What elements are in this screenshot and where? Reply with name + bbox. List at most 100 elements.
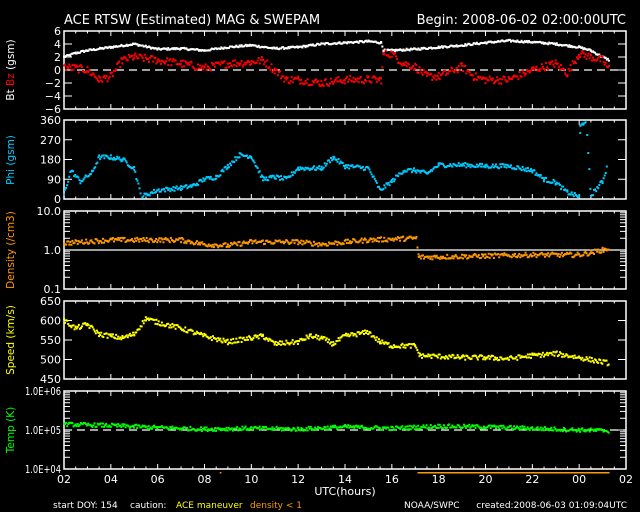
data-point [235,242,238,245]
data-point [223,427,226,430]
data-point [580,46,583,49]
data-point [133,57,136,60]
data-point [293,171,296,174]
data-point [478,427,481,430]
data-point [418,427,421,430]
data-point [426,47,429,50]
data-point [379,342,382,345]
data-point [491,354,494,357]
data-point [595,190,598,193]
data-point [180,185,183,188]
data-point [380,342,383,345]
data-point [597,57,600,60]
data-point [440,162,443,165]
data-point [329,342,332,345]
data-point [152,318,155,321]
data-point [531,170,534,173]
data-point [583,55,586,58]
data-point [477,43,480,46]
data-point [583,430,586,433]
data-point [96,79,99,82]
data-point [379,76,382,79]
data-point [239,428,242,431]
data-point [559,429,562,432]
data-point [483,253,486,256]
data-point [483,41,486,44]
data-point [373,336,376,339]
data-point [201,48,204,51]
data-point [254,44,257,47]
data-point [230,45,233,48]
data-point [324,42,327,45]
data-point [395,48,398,51]
data-point [318,83,321,86]
data-point [101,237,104,240]
data-point [508,38,511,41]
data-point [347,80,350,83]
data-point [152,188,155,191]
data-point [204,333,207,336]
data-point [172,58,175,61]
data-point [182,328,185,331]
data-point [261,239,264,242]
data-point [106,80,109,83]
data-point [447,46,450,49]
data-point [306,78,309,81]
caution-density-low: density < 1 [250,501,302,511]
data-point [432,167,435,170]
data-point [579,131,582,134]
data-point [250,60,253,63]
data-point [602,177,605,180]
data-point [548,352,551,355]
data-point [455,255,458,258]
data-point [502,424,505,427]
data-point [334,79,337,82]
data-point [109,154,112,157]
data-point [516,165,519,168]
data-point [479,256,482,259]
data-point [130,238,133,241]
data-point [225,168,228,171]
data-point [421,254,424,257]
data-point [139,426,142,429]
data-point [595,248,598,251]
data-point [400,425,403,428]
data-point [434,47,437,50]
data-point [517,78,520,81]
data-point [488,256,491,259]
data-point [129,55,132,58]
data-point [137,328,140,331]
data-point [489,77,492,80]
data-point [355,79,358,82]
data-point [479,426,482,429]
data-point [264,242,267,245]
data-point [523,253,526,256]
data-point [578,194,581,197]
data-point [301,243,304,246]
data-point [496,425,499,428]
data-point [459,62,462,65]
data-point [530,168,533,171]
data-point [366,40,369,43]
data-point [603,247,606,250]
data-point [591,359,594,362]
data-point [585,356,588,359]
data-point [339,78,342,81]
data-point [337,241,340,244]
data-point [299,338,302,341]
data-point [404,425,407,428]
data-point [474,166,477,169]
data-point [467,256,470,259]
data-point [393,52,396,55]
data-point [530,69,533,72]
data-point [279,426,282,429]
data-point [542,180,545,183]
data-point [208,429,211,432]
data-point [601,247,604,250]
data-point [233,341,236,344]
data-point [155,318,158,321]
data-point [236,244,239,247]
data-point [89,239,92,242]
data-point [238,152,241,155]
data-point [294,169,297,172]
